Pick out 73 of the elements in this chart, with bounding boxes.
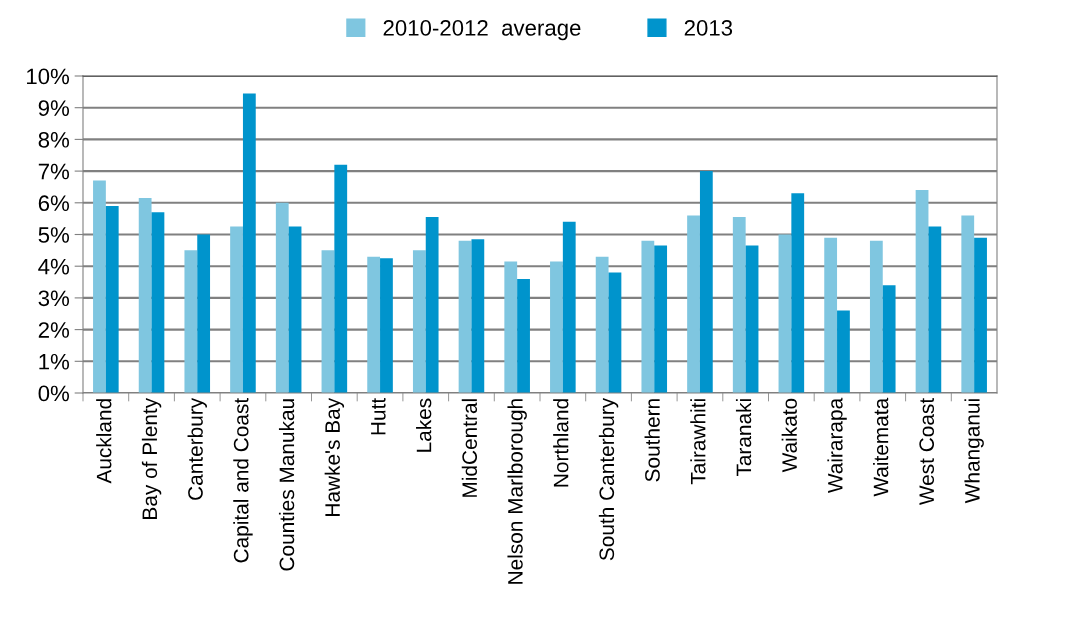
bar bbox=[288, 226, 302, 393]
bar bbox=[184, 250, 198, 393]
bar bbox=[837, 310, 850, 393]
y-tick-label: 3% bbox=[38, 290, 70, 307]
bar bbox=[380, 258, 393, 393]
bar bbox=[550, 261, 563, 393]
bar bbox=[197, 234, 211, 393]
bar bbox=[105, 205, 119, 393]
x-tick-label: Southern bbox=[644, 399, 660, 482]
y-tick-label: 1% bbox=[39, 353, 70, 370]
bar bbox=[608, 272, 622, 393]
bar bbox=[732, 217, 746, 393]
bar bbox=[458, 240, 472, 393]
bar bbox=[641, 240, 655, 393]
bar bbox=[562, 221, 576, 393]
legend-label: 2010-2012 average bbox=[383, 20, 581, 41]
x-tick-label: Waikato bbox=[781, 398, 797, 473]
bar bbox=[425, 217, 439, 393]
bar bbox=[595, 256, 609, 393]
x-tick-label: Taranaki bbox=[735, 399, 752, 477]
y-tick-label: 0% bbox=[38, 385, 70, 402]
y-tick-label: 8% bbox=[38, 131, 70, 148]
x-tick-label: Hawke's Bay bbox=[324, 397, 345, 516]
bar bbox=[242, 93, 256, 393]
bar bbox=[778, 234, 792, 393]
y-tick-label: 2% bbox=[38, 322, 70, 338]
x-tick-label: Hutt bbox=[371, 398, 386, 435]
y-tick-label: 9% bbox=[38, 100, 70, 116]
bar bbox=[334, 164, 348, 393]
bar bbox=[928, 226, 942, 393]
x-tick-label: South Canterbury bbox=[598, 397, 619, 561]
bar bbox=[961, 215, 975, 393]
bar bbox=[367, 256, 381, 393]
x-tick-label: West Coast bbox=[919, 398, 935, 506]
y-tick-label: 6% bbox=[38, 195, 70, 212]
bar bbox=[275, 202, 289, 393]
y-tick-label: 7% bbox=[38, 163, 70, 180]
x-tick-label: Wairarapa bbox=[827, 397, 847, 494]
x-tick-label: Northland bbox=[553, 399, 569, 487]
x-tick-label: MidCentral bbox=[461, 399, 478, 497]
bar bbox=[471, 239, 485, 393]
x-tick-label: Canterbury bbox=[187, 397, 207, 500]
x-tick-label: Counties Manukau bbox=[278, 399, 295, 571]
x-tick-label: Lakes bbox=[416, 398, 432, 452]
bar bbox=[93, 180, 106, 393]
y-tick-label: 10% bbox=[27, 68, 70, 85]
legend-label: 2013 bbox=[684, 20, 733, 36]
bar bbox=[151, 212, 165, 393]
x-tick-label: Tairawhiti bbox=[690, 399, 706, 485]
bar bbox=[654, 245, 668, 393]
bar bbox=[687, 215, 700, 393]
bar bbox=[321, 250, 335, 393]
bar bbox=[230, 226, 243, 393]
bar bbox=[412, 250, 426, 393]
bar bbox=[745, 245, 759, 393]
bar bbox=[699, 171, 713, 393]
y-tick-label: 5% bbox=[38, 227, 70, 243]
x-tick-label: Nelson Marlborough bbox=[507, 399, 527, 584]
bar bbox=[517, 278, 530, 393]
bar bbox=[869, 240, 883, 393]
x-tick-label: Capital and Coast bbox=[233, 398, 253, 563]
bar bbox=[915, 190, 929, 393]
x-tick-label: Bay of Plenty bbox=[141, 397, 162, 519]
bar bbox=[824, 237, 838, 393]
bar bbox=[504, 261, 518, 393]
x-tick-label: Waitemata bbox=[873, 397, 889, 497]
bar bbox=[138, 198, 152, 393]
bar bbox=[791, 193, 805, 393]
x-tick-label: Whanganui bbox=[964, 399, 984, 504]
bar bbox=[974, 237, 987, 393]
bar bbox=[882, 285, 896, 393]
x-tick-label: Auckland bbox=[96, 399, 112, 484]
y-tick-label: 4% bbox=[38, 258, 70, 275]
